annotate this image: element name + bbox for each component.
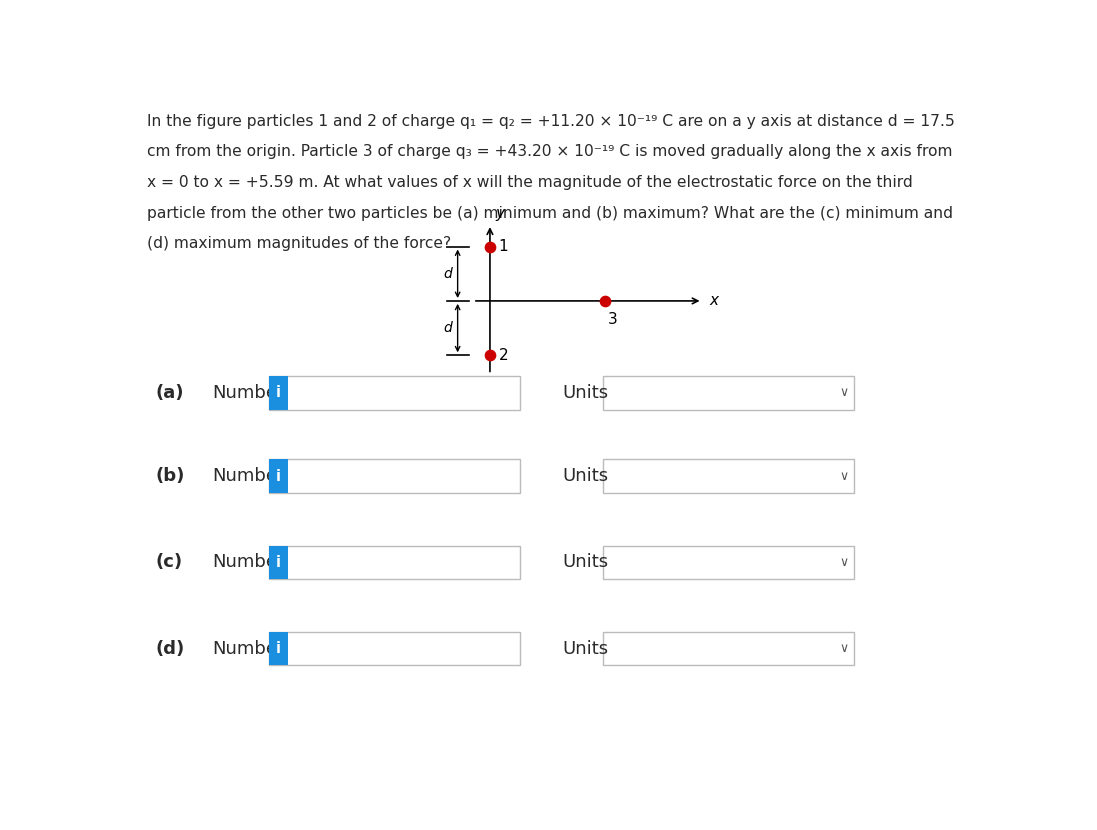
Text: Number: Number xyxy=(212,467,284,485)
Text: Number: Number xyxy=(212,384,284,402)
Text: 2: 2 xyxy=(498,348,508,363)
Text: i: i xyxy=(275,554,281,570)
Bar xyxy=(269,632,287,665)
Text: Units: Units xyxy=(563,554,609,571)
Text: d: d xyxy=(443,321,452,335)
Text: x = 0 to x = +5.59 m. At what values of x will the magnitude of the electrostati: x = 0 to x = +5.59 m. At what values of … xyxy=(147,175,913,190)
Text: i: i xyxy=(275,468,281,484)
Bar xyxy=(603,460,853,493)
Text: ∨: ∨ xyxy=(839,556,848,569)
Text: particle from the other two particles be (a) minimum and (b) maximum? What are t: particle from the other two particles be… xyxy=(147,206,953,221)
Bar xyxy=(269,376,520,409)
Bar xyxy=(269,545,520,579)
Text: y: y xyxy=(495,206,504,221)
Text: cm from the origin. Particle 3 of charge q₃ = +43.20 × 10⁻¹⁹ C is moved graduall: cm from the origin. Particle 3 of charge… xyxy=(147,144,953,159)
Point xyxy=(482,349,499,362)
Bar xyxy=(603,545,853,579)
Text: In the figure particles 1 and 2 of charge q₁ = q₂ = +11.20 × 10⁻¹⁹ C are on a y : In the figure particles 1 and 2 of charg… xyxy=(147,114,955,129)
Text: Units: Units xyxy=(563,640,609,657)
Text: (a): (a) xyxy=(156,384,184,402)
Text: (d) maximum magnitudes of the force?: (d) maximum magnitudes of the force? xyxy=(147,237,452,251)
Text: (c): (c) xyxy=(156,554,183,571)
Text: 1: 1 xyxy=(498,239,508,254)
Text: i: i xyxy=(275,641,281,656)
Point xyxy=(596,295,613,308)
Text: i: i xyxy=(275,385,281,400)
Bar xyxy=(603,376,853,409)
Bar xyxy=(269,460,520,493)
Text: Units: Units xyxy=(563,384,609,402)
Text: Units: Units xyxy=(563,467,609,485)
Text: (b): (b) xyxy=(156,467,185,485)
Text: ∨: ∨ xyxy=(839,642,848,655)
Text: (d): (d) xyxy=(156,640,185,657)
Text: ∨: ∨ xyxy=(839,387,848,399)
Bar xyxy=(269,545,287,579)
Text: d: d xyxy=(443,266,452,281)
Text: Number: Number xyxy=(212,554,284,571)
Text: 3: 3 xyxy=(608,312,618,327)
Point xyxy=(482,240,499,253)
Text: Number: Number xyxy=(212,640,284,657)
Bar xyxy=(269,376,287,409)
Bar xyxy=(269,632,520,665)
Text: x: x xyxy=(710,294,719,309)
Text: ∨: ∨ xyxy=(839,470,848,482)
Bar xyxy=(603,632,853,665)
Bar xyxy=(269,460,287,493)
